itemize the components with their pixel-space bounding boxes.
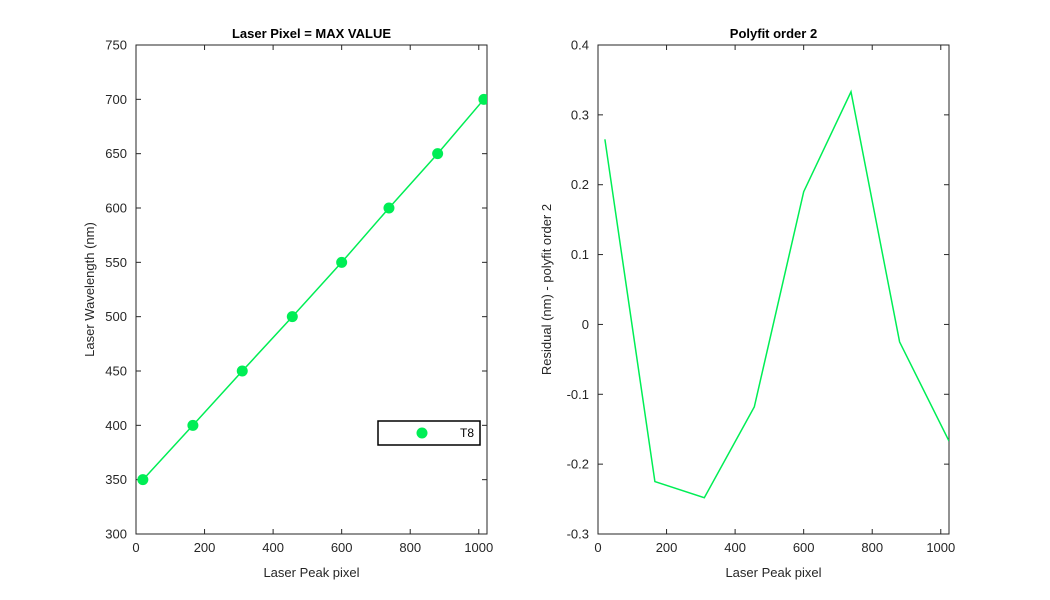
y-axis-label: Laser Wavelength (nm) (82, 222, 97, 357)
y-tick-label: 0 (582, 317, 589, 332)
data-point (137, 474, 149, 486)
y-tick-label: 0.1 (571, 247, 589, 262)
y-tick-label: 300 (105, 527, 127, 542)
chart-panel-1: Laser Pixel = MAX VALUE 0 200 400 600 800 1000… (82, 26, 493, 580)
x-tick-label: 800 (399, 540, 421, 555)
data-point (432, 148, 444, 160)
series-1 (604, 89, 949, 499)
x-tick-label: 0 (132, 540, 139, 555)
x-tick-label: 0 (594, 540, 601, 555)
x-tick-label: 600 (331, 540, 353, 555)
y-tick-label: -0.3 (567, 527, 589, 542)
y-axis-label: Residual (nm) - polyfit order 2 (539, 204, 554, 375)
plot-area (135, 44, 488, 535)
y-tick-label: 400 (105, 418, 127, 433)
x-axis-label: Laser Peak pixel (263, 565, 359, 580)
series-line (142, 98, 485, 481)
y-tick-label: 700 (105, 92, 127, 107)
y-tick-label: 650 (105, 146, 127, 161)
data-point (478, 93, 487, 105)
data-point (236, 365, 248, 377)
x-tick-label: 800 (861, 540, 883, 555)
chart-title: Laser Pixel = MAX VALUE (232, 26, 391, 41)
series-line (604, 89, 949, 499)
legend-box (377, 420, 481, 446)
data-point (187, 419, 199, 431)
x-tick-label: 200 (656, 540, 678, 555)
y-tick-label: 450 (105, 364, 127, 379)
x-tick-label: 1000 (926, 540, 955, 555)
y-tick-label: 750 (105, 38, 127, 53)
chart-panel-2: Polyfit order 2 0 200 400 600 800 1000 -0.3 -0.2… (539, 26, 955, 580)
y-tick-label: -0.1 (567, 387, 589, 402)
legend-entry: T8 (460, 426, 474, 440)
y-tick-label: 0.3 (571, 107, 589, 122)
y-tick-label: 0.2 (571, 177, 589, 192)
legend-marker (416, 427, 428, 439)
data-point (286, 311, 298, 323)
y-tick-label: -0.2 (567, 457, 589, 472)
data-point (336, 256, 348, 268)
x-tick-label: 400 (724, 540, 746, 555)
x-tick-label: 200 (194, 540, 216, 555)
y-tick-label: 500 (105, 309, 127, 324)
series-1 (137, 93, 487, 486)
data-point (383, 202, 395, 214)
plot-area (597, 44, 950, 535)
chart-title: Polyfit order 2 (730, 26, 817, 41)
y-tick-label: 550 (105, 255, 127, 270)
y-tick-label: 350 (105, 472, 127, 487)
x-tick-label: 1000 (464, 540, 493, 555)
x-tick-label: 600 (793, 540, 815, 555)
y-tick-label: 600 (105, 201, 127, 216)
x-axis-label: Laser Peak pixel (725, 565, 821, 580)
y-tick-label: 0.4 (571, 38, 589, 53)
x-tick-label: 400 (262, 540, 284, 555)
legend: T8 (377, 420, 481, 446)
